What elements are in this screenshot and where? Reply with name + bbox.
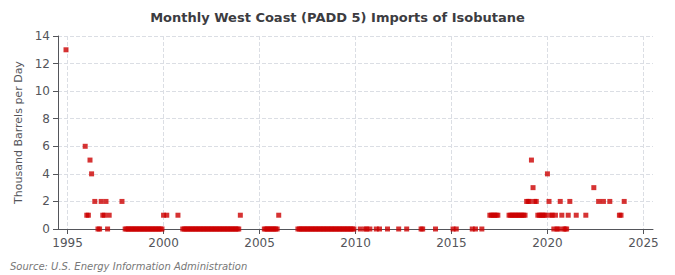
- svg-text:0: 0: [42, 222, 50, 236]
- svg-text:8: 8: [42, 112, 50, 126]
- svg-text:1995: 1995: [52, 236, 83, 250]
- svg-text:Monthly West Coast (PADD 5) Im: Monthly West Coast (PADD 5) Imports of I…: [150, 10, 525, 25]
- svg-text:2020: 2020: [532, 236, 563, 250]
- svg-text:4: 4: [42, 167, 50, 181]
- svg-text:2005: 2005: [244, 236, 275, 250]
- svg-text:Source: U.S. Energy Informatio: Source: U.S. Energy Information Administ…: [10, 261, 247, 272]
- svg-text:12: 12: [35, 57, 50, 71]
- svg-text:2: 2: [42, 194, 50, 208]
- svg-text:2015: 2015: [436, 236, 467, 250]
- svg-text:Thousand Barrels per Day: Thousand Barrels per Day: [12, 61, 25, 205]
- svg-text:2000: 2000: [148, 236, 179, 250]
- svg-text:6: 6: [42, 139, 50, 153]
- svg-text:2025: 2025: [628, 236, 659, 250]
- svg-text:14: 14: [35, 29, 50, 43]
- svg-text:10: 10: [35, 84, 50, 98]
- svg-text:2010: 2010: [340, 236, 371, 250]
